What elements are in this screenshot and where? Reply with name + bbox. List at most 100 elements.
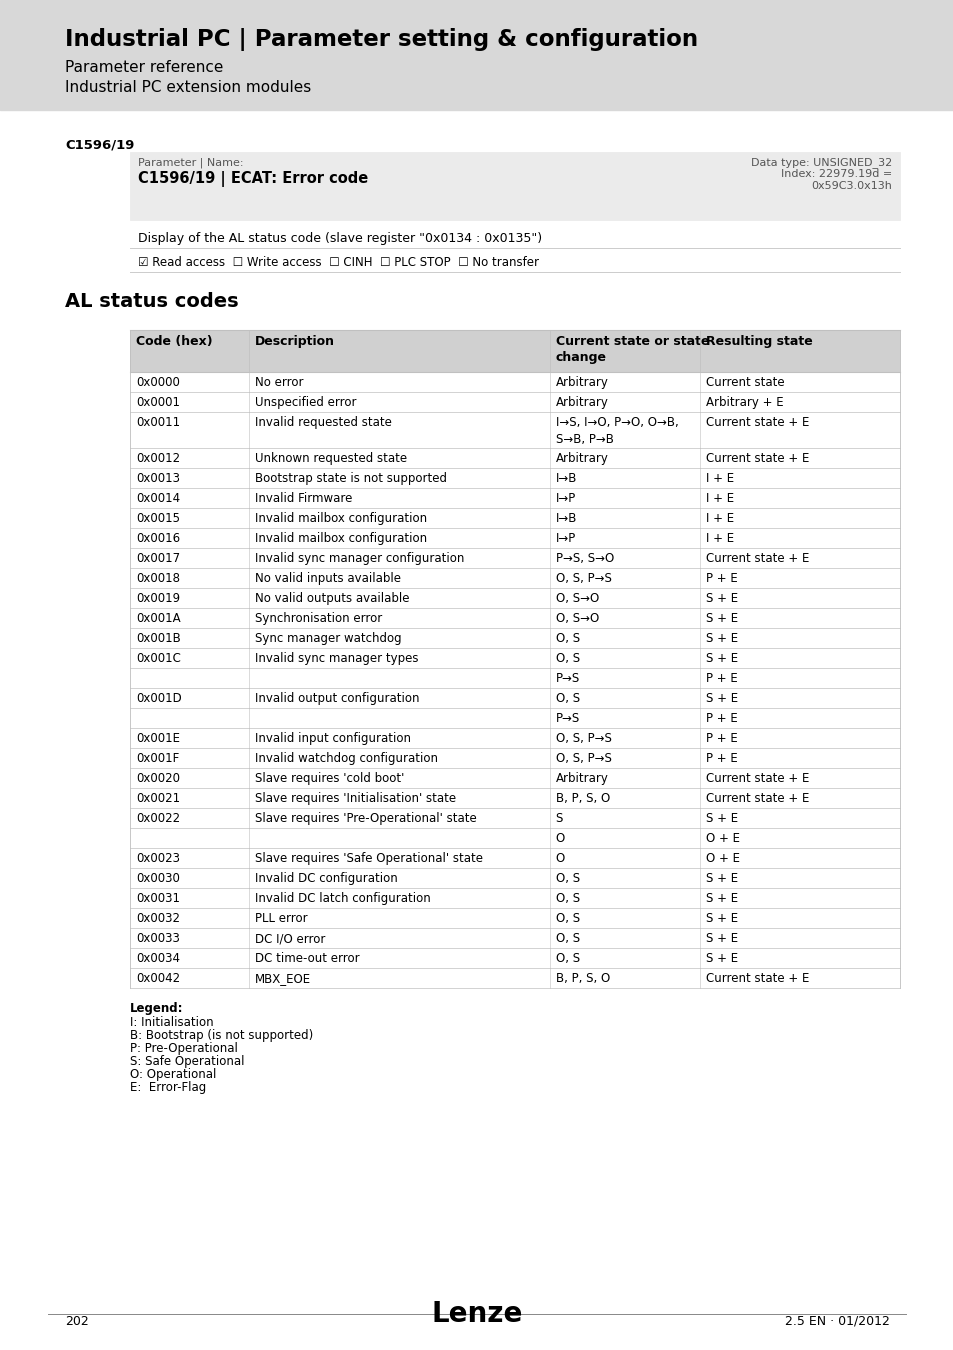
Text: Current state + E: Current state + E <box>705 452 808 464</box>
Text: Code (hex): Code (hex) <box>136 335 213 348</box>
Text: P + E: P + E <box>705 732 737 745</box>
Text: O, S→O: O, S→O <box>555 593 598 605</box>
Text: 0x0019: 0x0019 <box>136 593 180 605</box>
Text: Invalid DC configuration: Invalid DC configuration <box>255 872 397 886</box>
Text: S + E: S + E <box>705 952 738 965</box>
Text: Current state: Current state <box>705 377 783 389</box>
Text: 202: 202 <box>65 1315 89 1328</box>
Text: Current state + E: Current state + E <box>705 792 808 805</box>
Text: Invalid watchdog configuration: Invalid watchdog configuration <box>255 752 437 765</box>
Text: Invalid requested state: Invalid requested state <box>255 416 392 429</box>
Text: 0x0022: 0x0022 <box>136 811 180 825</box>
Text: I + E: I + E <box>705 532 733 545</box>
Text: O, S: O, S <box>555 632 579 645</box>
Text: 0x001B: 0x001B <box>136 632 180 645</box>
Text: I + E: I + E <box>705 512 733 525</box>
Text: I→B: I→B <box>555 512 577 525</box>
Text: DC I/O error: DC I/O error <box>255 931 325 945</box>
Text: No error: No error <box>255 377 304 389</box>
Text: Arbitrary: Arbitrary <box>555 396 608 409</box>
Text: 0x0015: 0x0015 <box>136 512 180 525</box>
Text: O: O <box>555 832 564 845</box>
Text: B, P, S, O: B, P, S, O <box>555 972 609 986</box>
Bar <box>0 0 953 109</box>
Text: Industrial PC extension modules: Industrial PC extension modules <box>65 80 311 94</box>
Text: Arbitrary: Arbitrary <box>555 377 608 389</box>
Text: P→S, S→O: P→S, S→O <box>555 552 614 566</box>
Text: P→S: P→S <box>555 711 579 725</box>
Text: O: Operational: O: Operational <box>130 1068 216 1081</box>
Bar <box>130 153 899 220</box>
Text: 0x0011: 0x0011 <box>136 416 180 429</box>
Text: Current state + E: Current state + E <box>705 972 808 986</box>
Text: O + E: O + E <box>705 832 739 845</box>
Text: 0x001C: 0x001C <box>136 652 181 666</box>
Text: 0x0034: 0x0034 <box>136 952 180 965</box>
Text: S + E: S + E <box>705 931 738 945</box>
Text: Slave requires 'Safe Operational' state: Slave requires 'Safe Operational' state <box>255 852 483 865</box>
Text: 0x0001: 0x0001 <box>136 396 180 409</box>
Text: O, S, P→S: O, S, P→S <box>555 732 611 745</box>
Text: P: Pre-Operational: P: Pre-Operational <box>130 1042 237 1054</box>
Text: Arbitrary: Arbitrary <box>555 772 608 784</box>
Text: S + E: S + E <box>705 693 738 705</box>
Text: 2.5 EN · 01/2012: 2.5 EN · 01/2012 <box>784 1315 889 1328</box>
Text: Invalid sync manager configuration: Invalid sync manager configuration <box>255 552 464 566</box>
Text: 0x0013: 0x0013 <box>136 472 180 485</box>
Text: 0x001F: 0x001F <box>136 752 179 765</box>
Text: O + E: O + E <box>705 852 739 865</box>
Text: S: Safe Operational: S: Safe Operational <box>130 1054 244 1068</box>
Text: 0x0031: 0x0031 <box>136 892 180 904</box>
Text: S + E: S + E <box>705 593 738 605</box>
Text: O, S, P→S: O, S, P→S <box>555 572 611 585</box>
Text: B, P, S, O: B, P, S, O <box>555 792 609 805</box>
Text: Sync manager watchdog: Sync manager watchdog <box>255 632 401 645</box>
Text: O, S: O, S <box>555 952 579 965</box>
Text: S + E: S + E <box>705 892 738 904</box>
Text: O, S: O, S <box>555 913 579 925</box>
Text: AL status codes: AL status codes <box>65 292 238 311</box>
Text: O, S: O, S <box>555 931 579 945</box>
Text: Industrial PC | Parameter setting & configuration: Industrial PC | Parameter setting & conf… <box>65 28 698 51</box>
Text: P→S: P→S <box>555 672 579 684</box>
Text: P + E: P + E <box>705 752 737 765</box>
Text: S + E: S + E <box>705 913 738 925</box>
Text: No valid outputs available: No valid outputs available <box>255 593 410 605</box>
Text: O, S: O, S <box>555 872 579 886</box>
Text: 0x0023: 0x0023 <box>136 852 180 865</box>
Text: O, S: O, S <box>555 693 579 705</box>
Text: I→S, I→O, P→O, O→B,
S→B, P→B: I→S, I→O, P→O, O→B, S→B, P→B <box>555 416 678 446</box>
Text: S: S <box>555 811 562 825</box>
Text: Slave requires 'cold boot': Slave requires 'cold boot' <box>255 772 404 784</box>
Text: S + E: S + E <box>705 872 738 886</box>
Text: I→P: I→P <box>555 491 576 505</box>
Text: Invalid output configuration: Invalid output configuration <box>255 693 419 705</box>
Text: Data type: UNSIGNED_32: Data type: UNSIGNED_32 <box>750 157 891 167</box>
Text: Invalid DC latch configuration: Invalid DC latch configuration <box>255 892 431 904</box>
Text: PLL error: PLL error <box>255 913 308 925</box>
Text: P + E: P + E <box>705 711 737 725</box>
Text: 0x0017: 0x0017 <box>136 552 180 566</box>
Text: Display of the AL status code (slave register "0x0134 : 0x0135"): Display of the AL status code (slave reg… <box>138 232 541 244</box>
Text: Current state + E: Current state + E <box>705 552 808 566</box>
Text: Invalid sync manager types: Invalid sync manager types <box>255 652 418 666</box>
Text: Synchronisation error: Synchronisation error <box>255 612 382 625</box>
Text: Current state + E: Current state + E <box>705 772 808 784</box>
Text: I + E: I + E <box>705 472 733 485</box>
Text: Invalid mailbox configuration: Invalid mailbox configuration <box>255 532 427 545</box>
Text: I→P: I→P <box>555 532 576 545</box>
Text: 0x001A: 0x001A <box>136 612 180 625</box>
Text: Parameter reference: Parameter reference <box>65 59 223 76</box>
Text: S + E: S + E <box>705 652 738 666</box>
Text: Arbitrary: Arbitrary <box>555 452 608 464</box>
Text: Unspecified error: Unspecified error <box>255 396 356 409</box>
Text: 0x0030: 0x0030 <box>136 872 180 886</box>
Text: C1596/19 | ECAT: Error code: C1596/19 | ECAT: Error code <box>138 171 368 188</box>
Text: S + E: S + E <box>705 612 738 625</box>
Text: E:  Error-Flag: E: Error-Flag <box>130 1081 206 1094</box>
Text: Invalid mailbox configuration: Invalid mailbox configuration <box>255 512 427 525</box>
Text: P + E: P + E <box>705 672 737 684</box>
Text: 0x0032: 0x0032 <box>136 913 180 925</box>
Text: Invalid Firmware: Invalid Firmware <box>255 491 353 505</box>
Text: Unknown requested state: Unknown requested state <box>255 452 407 464</box>
